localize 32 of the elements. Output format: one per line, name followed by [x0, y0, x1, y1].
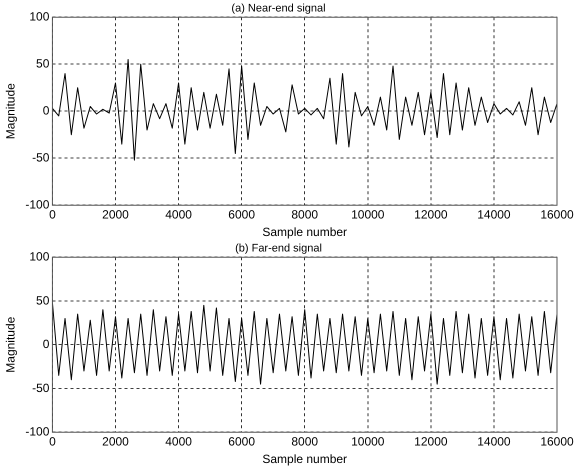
x-tick-label: 8000 [291, 208, 318, 222]
y-tick-label: 0 [42, 337, 50, 352]
x-tick-label: 10000 [351, 434, 385, 449]
chart-title: (a) Near-end signal [231, 2, 326, 15]
x-tick-label: 12000 [414, 434, 448, 449]
chart-title: (b) Far-end signal [235, 242, 322, 255]
y-tick-label: 50 [36, 56, 50, 71]
y-tick-label: 0 [42, 104, 50, 118]
x-tick-label: 4000 [165, 208, 192, 222]
x-tick-label: 10000 [351, 208, 385, 222]
y-tick-label: -100 [25, 198, 50, 212]
x-tick-label: 6000 [228, 208, 256, 222]
x-tick-label: 8000 [291, 434, 318, 449]
x-tick-label: 2000 [102, 208, 130, 222]
y-tick-label: -50 [32, 150, 50, 165]
x-tick-label: 2000 [102, 434, 130, 449]
x-tick-label: 14000 [477, 434, 511, 449]
y-tick-label: 100 [29, 10, 50, 24]
y-axis-title: Magnitude [4, 316, 18, 373]
y-tick-label: 50 [36, 293, 50, 308]
x-tick-label: 16000 [540, 434, 574, 449]
x-tick-label: 14000 [477, 208, 511, 222]
x-tick-label: 4000 [165, 434, 192, 449]
y-tick-label: -100 [25, 424, 50, 439]
x-tick-label: 16000 [540, 208, 574, 222]
y-axis-title: Magnitude [4, 82, 18, 140]
y-tick-label: -50 [32, 380, 50, 395]
y-tick-label: 100 [29, 250, 50, 264]
x-tick-label: 12000 [414, 208, 448, 222]
x-axis-title: Sample number [262, 452, 348, 466]
x-tick-label: 6000 [228, 434, 256, 449]
x-axis-title: Sample number [262, 225, 348, 240]
